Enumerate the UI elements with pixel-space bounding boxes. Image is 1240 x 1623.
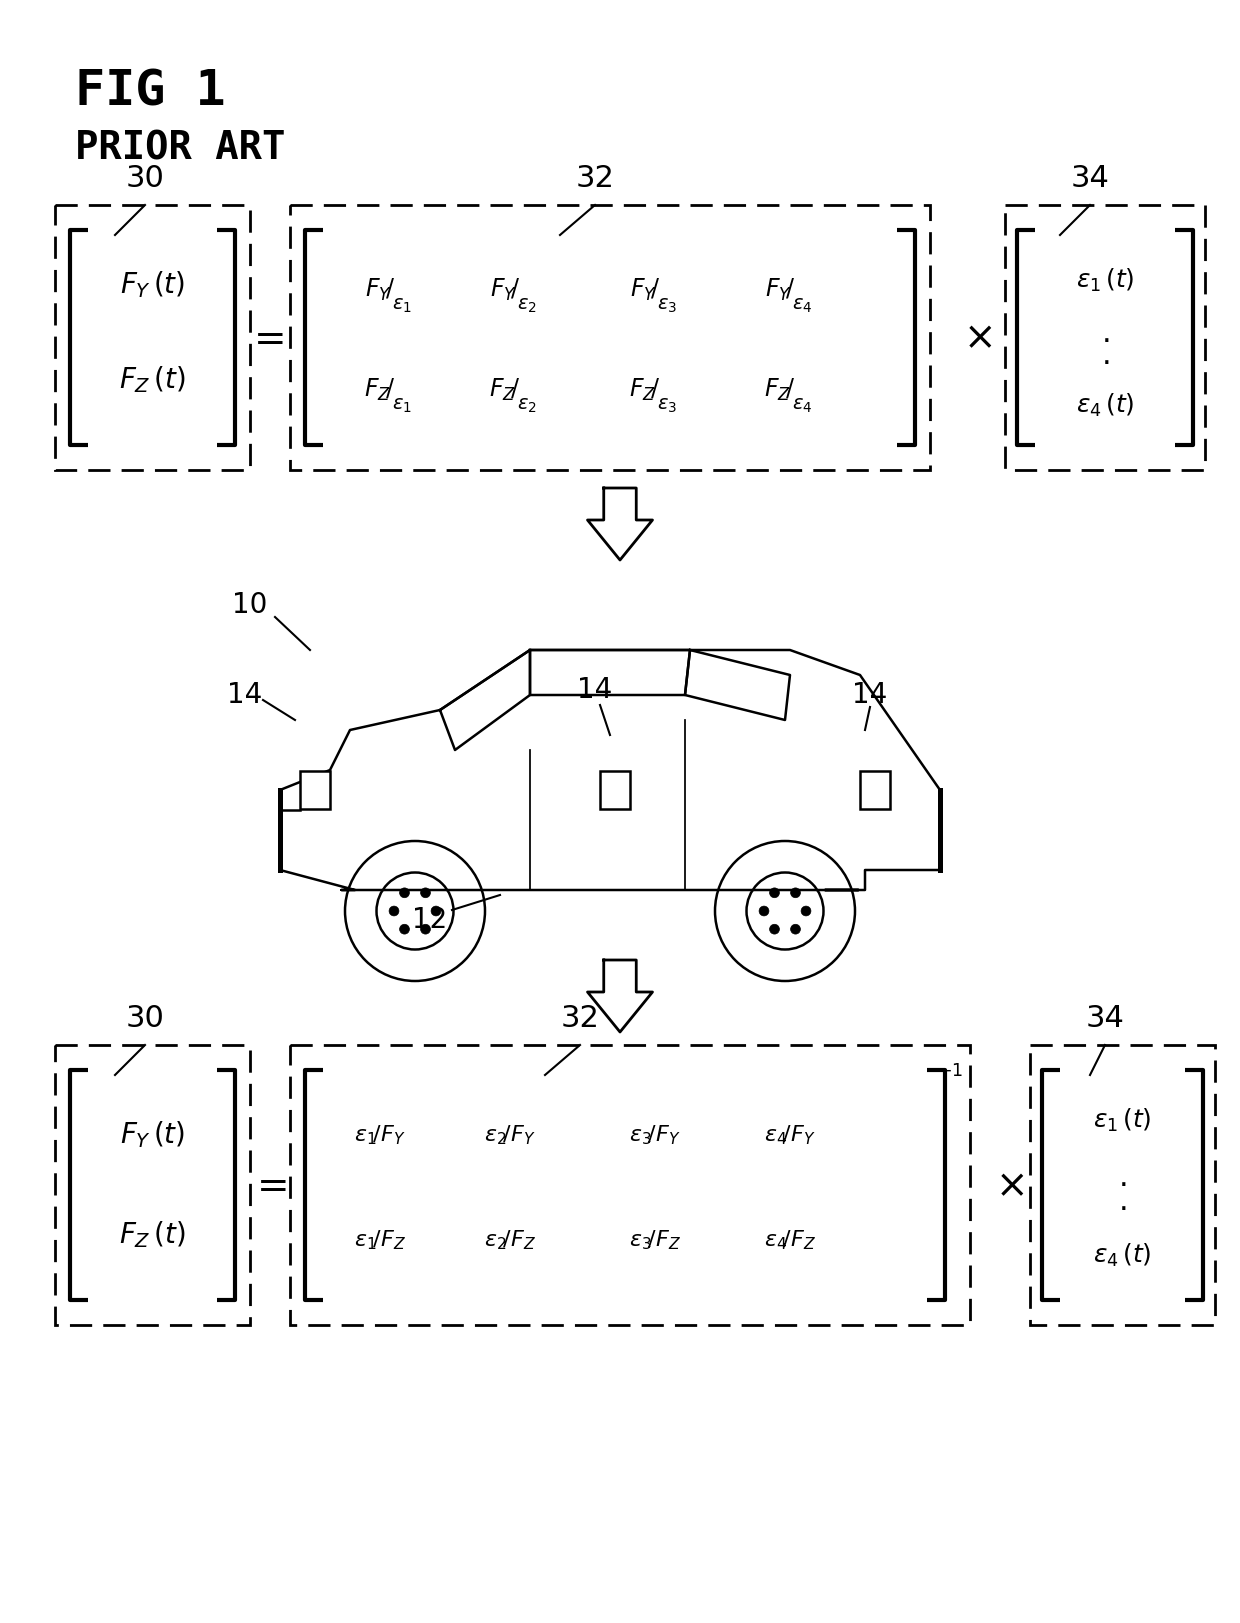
Text: 32: 32 bbox=[560, 1005, 599, 1032]
Text: $\varepsilon_{4}$: $\varepsilon_{4}$ bbox=[792, 295, 812, 315]
Text: FIG 1: FIG 1 bbox=[74, 68, 226, 115]
Circle shape bbox=[770, 888, 780, 898]
Text: $=$: $=$ bbox=[249, 1165, 286, 1204]
Bar bbox=[861, 771, 890, 808]
Text: $F_Z\!/$: $F_Z\!/$ bbox=[365, 377, 396, 403]
Text: $\varepsilon_{2}\!/F_Z$: $\varepsilon_{2}\!/F_Z$ bbox=[484, 1229, 536, 1251]
Text: 10: 10 bbox=[232, 591, 268, 618]
Text: $F_Y\!/$: $F_Y\!/$ bbox=[490, 278, 521, 304]
Text: $F_Y\!/$: $F_Y\!/$ bbox=[630, 278, 660, 304]
Text: $\varepsilon_{4}\!/F_Z$: $\varepsilon_{4}\!/F_Z$ bbox=[764, 1229, 816, 1251]
Bar bbox=[600, 771, 630, 808]
Text: $\varepsilon_{4}\!/F_Y$: $\varepsilon_{4}\!/F_Y$ bbox=[764, 1123, 816, 1147]
Text: $F_Z\!/$: $F_Z\!/$ bbox=[489, 377, 521, 403]
Circle shape bbox=[432, 906, 441, 915]
Text: $\varepsilon_4\,(t)$: $\varepsilon_4\,(t)$ bbox=[1076, 391, 1135, 419]
Circle shape bbox=[420, 923, 430, 935]
Text: $\varepsilon_{4}$: $\varepsilon_{4}$ bbox=[792, 396, 812, 414]
Circle shape bbox=[420, 888, 430, 898]
Circle shape bbox=[801, 906, 811, 915]
Text: $\cdot$: $\cdot$ bbox=[1118, 1170, 1127, 1199]
Polygon shape bbox=[588, 959, 652, 1032]
Text: $\varepsilon_1\,(t)$: $\varepsilon_1\,(t)$ bbox=[1094, 1107, 1152, 1133]
Text: 32: 32 bbox=[575, 164, 615, 193]
Polygon shape bbox=[588, 489, 652, 560]
Text: $^{-1}$: $^{-1}$ bbox=[936, 1065, 963, 1089]
Text: $\varepsilon_{2}\!/F_Y$: $\varepsilon_{2}\!/F_Y$ bbox=[484, 1123, 536, 1147]
Circle shape bbox=[791, 923, 800, 935]
Text: $F_Z\,(t)$: $F_Z\,(t)$ bbox=[119, 1219, 186, 1250]
Text: $F_Y\,(t)$: $F_Y\,(t)$ bbox=[120, 1120, 185, 1151]
Text: 30: 30 bbox=[125, 164, 165, 193]
Bar bbox=[300, 771, 330, 808]
Text: 34: 34 bbox=[1085, 1005, 1125, 1032]
Text: $\times$: $\times$ bbox=[996, 1165, 1024, 1204]
Text: $F_Z\!/$: $F_Z\!/$ bbox=[629, 377, 661, 403]
Text: 34: 34 bbox=[1070, 164, 1110, 193]
Text: $\times$: $\times$ bbox=[963, 318, 993, 357]
Text: $\varepsilon_4\,(t)$: $\varepsilon_4\,(t)$ bbox=[1094, 1242, 1152, 1269]
Text: $\varepsilon_{1}$: $\varepsilon_{1}$ bbox=[392, 396, 412, 414]
Text: $F_Y\!/$: $F_Y\!/$ bbox=[765, 278, 795, 304]
Text: $=$: $=$ bbox=[246, 318, 284, 357]
Text: PRIOR ART: PRIOR ART bbox=[74, 130, 285, 169]
Text: $\varepsilon_1\,(t)$: $\varepsilon_1\,(t)$ bbox=[1076, 266, 1135, 294]
Text: $\varepsilon_{3}\!/F_Z$: $\varepsilon_{3}\!/F_Z$ bbox=[629, 1229, 681, 1251]
Text: $\varepsilon_{1}\!/F_Y$: $\varepsilon_{1}\!/F_Y$ bbox=[355, 1123, 405, 1147]
Text: $\varepsilon_{3}$: $\varepsilon_{3}$ bbox=[657, 295, 677, 315]
Circle shape bbox=[389, 906, 399, 915]
Circle shape bbox=[791, 888, 800, 898]
Text: $\varepsilon_{2}$: $\varepsilon_{2}$ bbox=[517, 396, 537, 414]
Text: 14: 14 bbox=[227, 682, 263, 709]
Circle shape bbox=[770, 923, 780, 935]
Circle shape bbox=[759, 906, 769, 915]
Text: $\cdot$: $\cdot$ bbox=[1101, 326, 1110, 354]
Text: 14: 14 bbox=[852, 682, 888, 709]
Text: $\varepsilon_{1}\!/F_Z$: $\varepsilon_{1}\!/F_Z$ bbox=[353, 1229, 405, 1251]
Text: $\varepsilon_{3}$: $\varepsilon_{3}$ bbox=[657, 396, 677, 414]
Text: 30: 30 bbox=[125, 1005, 165, 1032]
Text: $F_Y\!/$: $F_Y\!/$ bbox=[365, 278, 396, 304]
Circle shape bbox=[399, 888, 409, 898]
Text: $F_Y\,(t)$: $F_Y\,(t)$ bbox=[120, 269, 185, 300]
Text: $F_Z\!/$: $F_Z\!/$ bbox=[764, 377, 796, 403]
Circle shape bbox=[399, 923, 409, 935]
Text: $\cdot$: $\cdot$ bbox=[1118, 1193, 1127, 1222]
Text: $\varepsilon_{1}$: $\varepsilon_{1}$ bbox=[392, 295, 412, 315]
Text: $F_Z\,(t)$: $F_Z\,(t)$ bbox=[119, 365, 186, 396]
Text: 12: 12 bbox=[413, 906, 448, 933]
Text: 14: 14 bbox=[578, 677, 613, 704]
Text: $\varepsilon_{3}\!/F_Y$: $\varepsilon_{3}\!/F_Y$ bbox=[629, 1123, 681, 1147]
Text: $\cdot$: $\cdot$ bbox=[1101, 349, 1110, 378]
Text: $\varepsilon_{2}$: $\varepsilon_{2}$ bbox=[517, 295, 537, 315]
